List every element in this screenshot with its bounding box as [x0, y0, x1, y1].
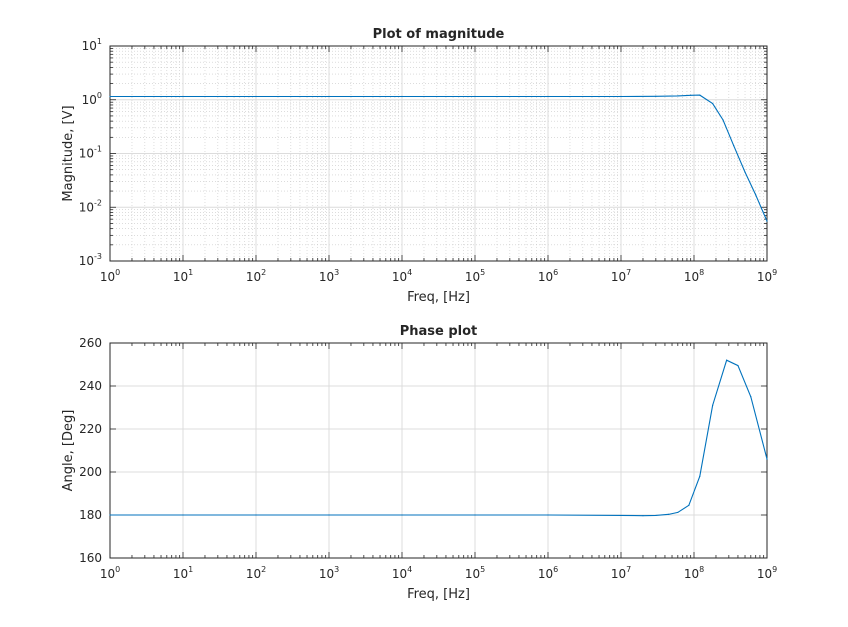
phase-data-point: [655, 514, 657, 517]
phase-x-axis-label: Freq, [Hz]: [407, 587, 470, 602]
mag-x-tick-label: 103: [319, 268, 339, 284]
mag-data-point: [109, 95, 111, 98]
phase-data-point: [737, 364, 739, 367]
phase-data-point: [726, 359, 728, 361]
phase-data-point: [474, 514, 476, 516]
phase-x-tick-label: 103: [319, 565, 339, 581]
magnitude-plot: 100 101 102 103 104 105 106 107 108 109 10-3 10-2 10…: [61, 27, 777, 305]
mag-data-point: [699, 94, 701, 96]
mag-data-point: [620, 95, 622, 98]
mag-x-tick-label: 105: [465, 268, 485, 284]
phase-data-point: [109, 514, 111, 516]
mag-data-point: [766, 220, 768, 222]
phase-data-point: [677, 511, 679, 514]
phase-x-tick-label: 107: [611, 565, 631, 581]
phase-data-point: [547, 514, 549, 516]
phase-y-tick-label: 260: [79, 336, 102, 350]
phase-data-point: [668, 513, 670, 515]
mag-data-point: [655, 95, 657, 97]
mag-data-point: [474, 95, 476, 98]
phase-y-tick-label: 220: [79, 422, 102, 436]
mag-data-point: [722, 119, 724, 121]
phase-x-tick-label: 104: [392, 565, 412, 581]
phase-data-point: [328, 514, 330, 516]
mag-y-tick-label: 101: [82, 37, 102, 53]
phase-plot: 100 101 102 103 104 105 106 107 108 109 160 180 200 2…: [61, 324, 777, 602]
mag-x-tick-label: 100: [100, 268, 120, 284]
phase-data-point: [712, 404, 714, 406]
mag-data-point: [182, 95, 184, 98]
mag-x-tick-label: 104: [392, 268, 412, 284]
phase-y-axis-label: Angle, [Deg]: [61, 410, 76, 492]
mag-y-axis-label: Magnitude, [V]: [61, 105, 76, 201]
phase-plot-title: Phase plot: [400, 324, 478, 339]
mag-x-tick-label: 102: [246, 268, 266, 284]
mag-data-point: [733, 145, 735, 147]
phase-data-point: [642, 515, 644, 517]
mag-data-point: [401, 95, 403, 98]
phase-x-tick-label: 101: [173, 565, 193, 581]
phase-x-tick-label: 109: [757, 565, 777, 581]
phase-x-tick-label: 100: [100, 565, 120, 581]
mag-x-tick-label: 101: [173, 268, 193, 284]
phase-data-point: [620, 514, 622, 517]
mag-data-point: [255, 95, 257, 98]
phase-data-point: [182, 514, 184, 516]
mag-data-point: [744, 171, 746, 173]
phase-data-point: [688, 504, 690, 506]
mag-data-point: [690, 94, 692, 96]
mag-data-point: [712, 102, 714, 105]
phase-y-tick-label: 200: [79, 465, 102, 479]
mag-x-tick-label: 106: [538, 268, 558, 284]
phase-x-tick-label: 105: [465, 565, 485, 581]
phase-data-point: [750, 396, 752, 398]
mag-tick-marks: [109, 45, 768, 262]
phase-data-point: [699, 475, 701, 477]
phase-x-tick-label: 108: [684, 565, 704, 581]
phase-x-tick-label: 106: [538, 565, 558, 581]
phase-tick-marks: [109, 342, 768, 559]
mag-y-tick-label: 10-2: [79, 198, 102, 214]
mag-plot-title: Plot of magnitude: [373, 27, 505, 42]
mag-y-tick-label: 10-1: [79, 145, 102, 161]
phase-axes-frame: [109, 342, 768, 559]
mag-x-tick-label: 107: [611, 268, 631, 284]
phase-y-tick-label: 240: [79, 379, 102, 393]
phase-plot-area: [110, 343, 767, 558]
mag-data-point: [547, 95, 549, 98]
mag-data-point: [677, 95, 679, 97]
phase-data-point: [255, 514, 257, 516]
phase-x-tick-label: 102: [246, 565, 266, 581]
mag-x-tick-label: 109: [757, 268, 777, 284]
phase-data-point: [401, 514, 403, 516]
mag-y-tick-label: 10-3: [79, 252, 102, 268]
mag-x-axis-label: Freq, [Hz]: [407, 290, 470, 305]
mag-data-point: [328, 95, 330, 98]
phase-y-tick-label: 160: [79, 551, 102, 565]
mag-x-tick-label: 108: [684, 268, 704, 284]
phase-y-tick-label: 180: [79, 508, 102, 522]
mag-data-point: [755, 194, 757, 196]
mag-series-line: [110, 94, 768, 222]
mag-y-tick-label: 100: [82, 91, 102, 107]
phase-data-point: [766, 458, 768, 460]
